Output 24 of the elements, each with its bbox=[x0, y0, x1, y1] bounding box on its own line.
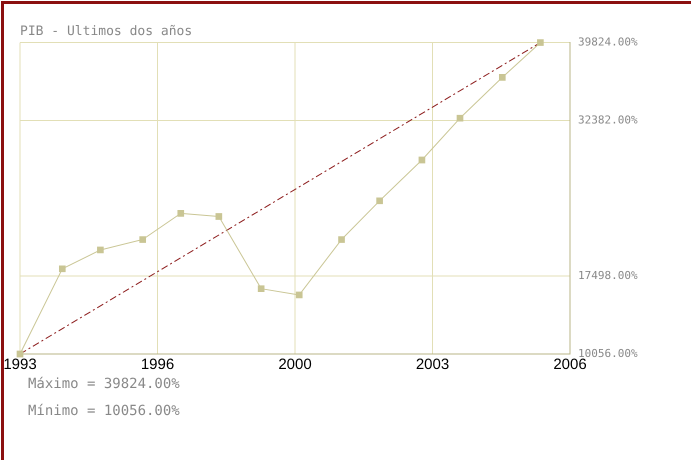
x-tick-label: 2003 bbox=[416, 356, 450, 374]
point bbox=[537, 39, 544, 46]
y-tick-label: 17498.00% bbox=[578, 269, 638, 282]
point bbox=[456, 114, 464, 122]
y-tick-label: 39824.00% bbox=[578, 35, 638, 48]
x-tick-label: 2000 bbox=[278, 356, 312, 374]
y-tick-label: 32382.00% bbox=[578, 113, 638, 126]
point bbox=[177, 210, 184, 217]
x-tick-label: 1996 bbox=[140, 356, 174, 374]
point bbox=[418, 156, 426, 164]
point bbox=[216, 213, 222, 220]
point bbox=[139, 236, 146, 243]
chart-title: PIB - Ultimos dos años bbox=[20, 24, 192, 40]
point bbox=[258, 285, 264, 292]
point bbox=[296, 292, 303, 298]
point bbox=[16, 350, 24, 358]
point bbox=[498, 74, 506, 81]
text: Mínimo = 10056.00% bbox=[28, 403, 180, 419]
point bbox=[338, 236, 345, 243]
x-tick-label: 1993 bbox=[3, 356, 37, 374]
point bbox=[376, 197, 383, 204]
point bbox=[97, 246, 104, 254]
point bbox=[58, 265, 66, 272]
text: Máximo = 39824.00% bbox=[28, 376, 180, 392]
